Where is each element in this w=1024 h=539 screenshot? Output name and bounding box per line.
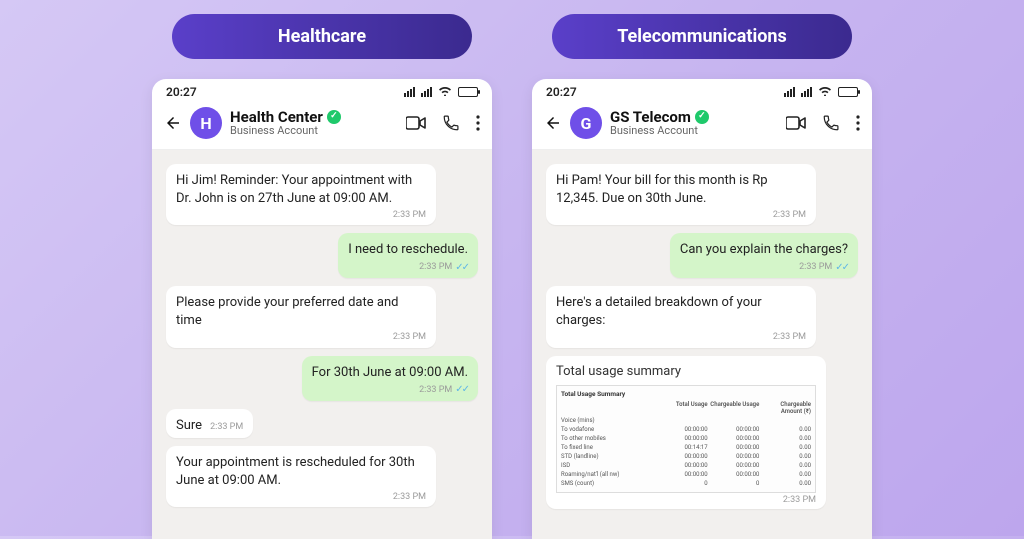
message-text: Can you explain the charges? — [680, 241, 848, 259]
chat-header: H Health Center Business Account — [152, 101, 492, 150]
page-container: Healthcare 20:27 H — [0, 0, 1024, 539]
message-incoming[interactable]: Here's a detailed breakdown of your char… — [546, 286, 816, 347]
message-time: 2:33 PM — [176, 491, 426, 503]
message-time: 2:33 PM — [556, 209, 806, 221]
contact-name: Health Center — [230, 109, 323, 126]
table-row: ISD00:00:0000:00:000.00 — [561, 461, 811, 470]
voice-call-icon[interactable] — [822, 114, 840, 132]
read-ticks-icon: ✓✓ — [835, 261, 848, 275]
verified-icon — [327, 110, 341, 124]
account-subtitle: Business Account — [230, 125, 398, 137]
more-icon[interactable] — [856, 115, 860, 131]
table-heading: Total Usage Summary — [561, 390, 811, 398]
battery-icon — [838, 87, 858, 97]
signal-icon — [404, 87, 415, 97]
status-bar: 20:27 — [152, 79, 492, 101]
message-incoming[interactable]: Hi Jim! Reminder: Your appointment with … — [166, 164, 436, 225]
message-text: Hi Pam! Your bill for this month is Rp 1… — [556, 172, 806, 207]
table-row: To vodafone00:00:0000:00:000.00 — [561, 425, 811, 434]
battery-icon — [458, 87, 478, 97]
message-text: Here's a detailed breakdown of your char… — [556, 294, 806, 329]
table-row: To other mobiles00:00:0000:00:000.00 — [561, 434, 811, 443]
category-pill-telecom: Telecommunications — [552, 14, 852, 59]
verified-icon — [695, 110, 709, 124]
message-text: For 30th June at 09:00 AM. — [312, 364, 468, 382]
message-time: 2:33 PM — [176, 209, 426, 221]
status-bar: 20:27 — [532, 79, 872, 101]
avatar[interactable]: G — [570, 107, 602, 139]
back-icon[interactable] — [164, 114, 182, 132]
chat-header: G GS Telecom Business Account — [532, 101, 872, 150]
attachment-title: Total usage summary — [556, 364, 816, 379]
title-block[interactable]: GS Telecom Business Account — [610, 109, 778, 138]
table-row: STD (landline)00:00:0000:00:000.00 — [561, 452, 811, 461]
phone-healthcare: 20:27 H Health Center — [152, 79, 492, 539]
message-time: 2:33 PM — [556, 331, 806, 343]
status-icons — [784, 85, 858, 99]
more-icon[interactable] — [476, 115, 480, 131]
status-time: 20:27 — [166, 85, 197, 99]
message-incoming[interactable]: Your appointment is rescheduled for 30th… — [166, 446, 436, 507]
message-time: 2:33 PM — [799, 261, 832, 273]
message-time: 2:33 PM — [419, 384, 452, 396]
video-call-icon[interactable] — [786, 116, 806, 130]
back-icon[interactable] — [544, 114, 562, 132]
attachment-card[interactable]: Total usage summary Total Usage Summary … — [546, 356, 826, 509]
contact-name: GS Telecom — [610, 109, 691, 126]
video-call-icon[interactable] — [406, 116, 426, 130]
category-pill-healthcare: Healthcare — [172, 14, 472, 59]
signal-icon-2 — [421, 87, 432, 97]
message-text: Hi Jim! Reminder: Your appointment with … — [176, 172, 426, 207]
message-incoming[interactable]: Please provide your preferred date and t… — [166, 286, 436, 347]
phone-telecom: 20:27 G GS Telecom — [532, 79, 872, 539]
account-subtitle: Business Account — [610, 125, 778, 137]
chat-body[interactable]: Hi Pam! Your bill for this month is Rp 1… — [532, 150, 872, 539]
message-incoming[interactable]: Hi Pam! Your bill for this month is Rp 1… — [546, 164, 816, 225]
message-text: Sure — [176, 417, 202, 435]
voice-call-icon[interactable] — [442, 114, 460, 132]
table-row: Roaming/nat'l (all nw)00:00:0000:00:000.… — [561, 470, 811, 479]
table-row: Voice (mins) — [561, 416, 811, 425]
signal-icon — [784, 87, 795, 97]
message-outgoing[interactable]: I need to reschedule. 2:33 PM✓✓ — [338, 233, 478, 278]
read-ticks-icon: ✓✓ — [455, 261, 468, 275]
signal-icon-2 — [801, 87, 812, 97]
column-healthcare: Healthcare 20:27 H — [152, 14, 492, 539]
wifi-icon — [818, 85, 832, 99]
message-outgoing[interactable]: For 30th June at 09:00 AM. 2:33 PM✓✓ — [302, 356, 478, 401]
status-time: 20:27 — [546, 85, 577, 99]
attachment-time: 2:33 PM — [556, 495, 816, 505]
message-text: Your appointment is rescheduled for 30th… — [176, 454, 426, 489]
title-block[interactable]: Health Center Business Account — [230, 109, 398, 138]
status-icons — [404, 85, 478, 99]
read-ticks-icon: ✓✓ — [455, 383, 468, 397]
message-text: Please provide your preferred date and t… — [176, 294, 426, 329]
message-time: 2:33 PM — [419, 261, 452, 273]
message-time: 2:33 PM — [210, 421, 243, 433]
column-telecom: Telecommunications 20:27 G — [532, 14, 872, 539]
wifi-icon — [438, 85, 452, 99]
attachment-table: Total Usage Summary Total Usage Chargeab… — [556, 385, 816, 493]
table-row: To fixed line00:14:1700:00:000.00 — [561, 443, 811, 452]
chat-body[interactable]: Hi Jim! Reminder: Your appointment with … — [152, 150, 492, 539]
message-time: 2:33 PM — [176, 331, 426, 343]
message-outgoing[interactable]: Can you explain the charges? 2:33 PM✓✓ — [670, 233, 858, 278]
message-incoming[interactable]: Sure 2:33 PM — [166, 409, 253, 439]
table-row: SMS (count)000.00 — [561, 479, 811, 488]
message-text: I need to reschedule. — [348, 241, 468, 259]
avatar[interactable]: H — [190, 107, 222, 139]
